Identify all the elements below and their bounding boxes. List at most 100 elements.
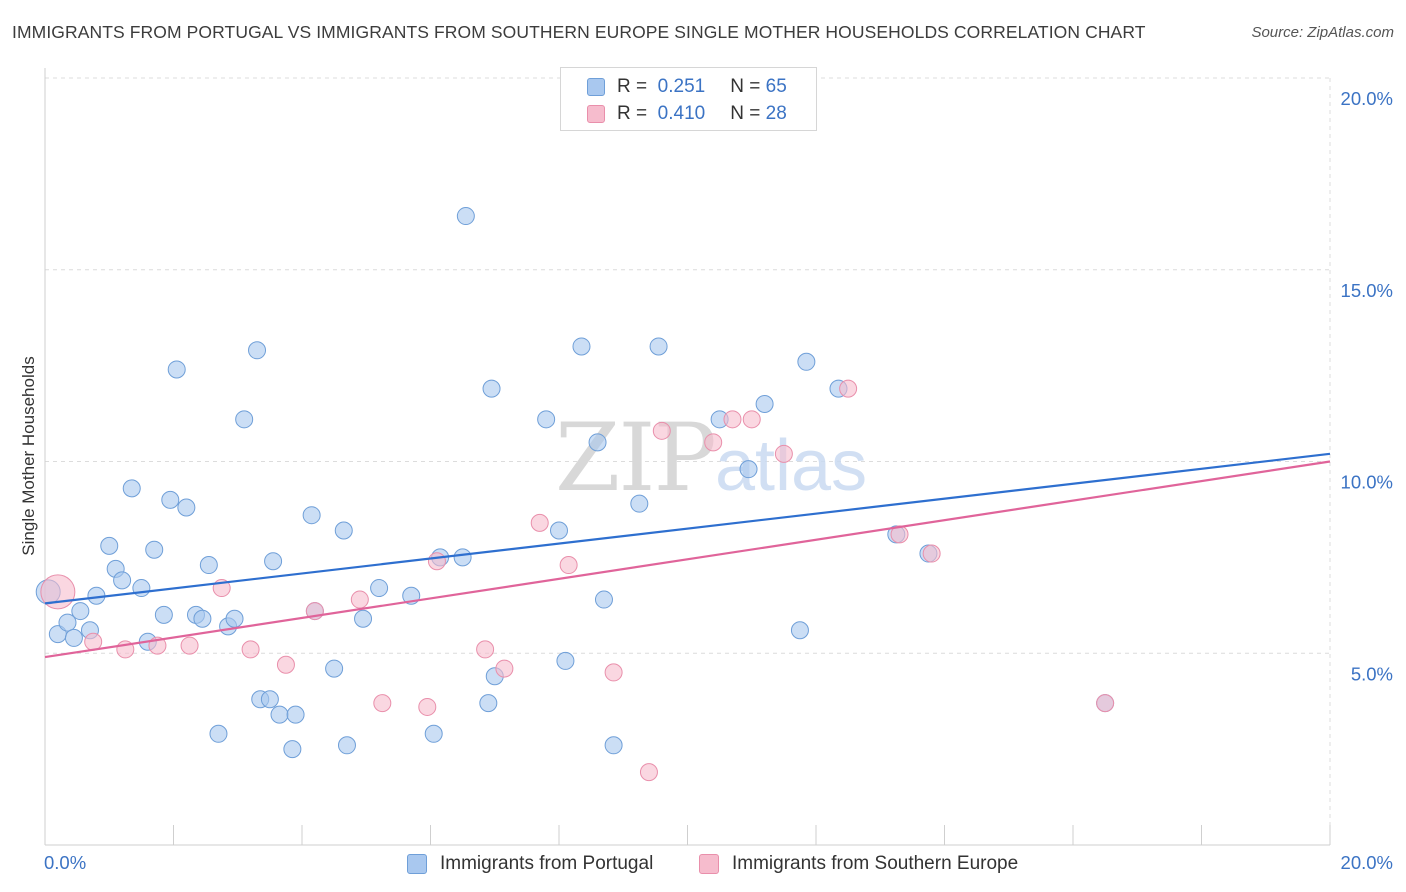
data-point-portugal bbox=[58, 613, 77, 632]
data-point-portugal bbox=[354, 609, 373, 628]
legend-r-label: R = bbox=[617, 76, 648, 97]
bottom-legend-swatch-southern-europe bbox=[699, 854, 719, 874]
bottom-legend-portugal: Immigrants from Portugal bbox=[407, 851, 653, 877]
chart-source: Source: ZipAtlas.com bbox=[1251, 24, 1394, 41]
y-tick-label: 5.0% bbox=[1351, 663, 1393, 684]
data-point-southern-europe bbox=[180, 636, 199, 655]
legend-row-southern-europe: R = 0.410 N = 28 bbox=[587, 102, 787, 126]
data-point-southern-europe bbox=[373, 694, 392, 713]
data-point-portugal bbox=[122, 479, 141, 498]
data-point-portugal bbox=[260, 690, 279, 709]
chart-title: IMMIGRANTS FROM PORTUGAL VS IMMIGRANTS F… bbox=[12, 22, 1146, 42]
bottom-legend-swatch-portugal bbox=[407, 854, 427, 874]
y-tick-label: 10.0% bbox=[1341, 472, 1393, 493]
data-point-portugal bbox=[790, 621, 809, 640]
data-point-portugal bbox=[370, 579, 389, 598]
data-point-portugal bbox=[337, 736, 356, 755]
axes bbox=[44, 68, 1331, 846]
data-point-portugal bbox=[177, 498, 196, 517]
data-point-southern-europe bbox=[559, 556, 578, 575]
data-point-portugal bbox=[209, 724, 228, 743]
data-point-portugal bbox=[167, 360, 186, 379]
data-point-portugal bbox=[270, 705, 289, 724]
data-point-portugal bbox=[113, 571, 132, 590]
data-point-portugal bbox=[100, 536, 119, 555]
data-point-portugal bbox=[630, 494, 649, 513]
data-point-portugal bbox=[64, 628, 83, 647]
data-point-southern-europe bbox=[723, 410, 742, 429]
x-tick-label: 0.0% bbox=[44, 852, 86, 873]
watermark-zip: ZIP bbox=[555, 404, 715, 513]
legend-r-label: R = bbox=[617, 103, 648, 124]
data-point-portugal bbox=[424, 724, 443, 743]
legend-r-value: 0.251 bbox=[657, 76, 706, 97]
data-point-portugal bbox=[588, 433, 607, 452]
data-point-southern-europe bbox=[839, 379, 858, 398]
data-point-southern-europe bbox=[530, 513, 549, 532]
legend: R = 0.251 N = 65 R = 0.410 N = 28 bbox=[560, 67, 817, 131]
bottom-legend-label-southern-europe: Immigrants from Southern Europe bbox=[732, 853, 1019, 874]
data-point-portugal bbox=[286, 705, 305, 724]
legend-swatch-portugal bbox=[587, 78, 605, 96]
legend-n-label: N = bbox=[730, 76, 761, 97]
x-tick-label: 20.0% bbox=[1341, 852, 1393, 873]
data-point-portugal bbox=[556, 651, 575, 670]
series-southern-europe-points bbox=[40, 379, 1115, 782]
data-point-southern-europe bbox=[652, 421, 671, 440]
data-point-portugal bbox=[537, 410, 556, 429]
data-point-portugal bbox=[572, 337, 591, 356]
data-point-southern-europe bbox=[495, 659, 514, 678]
data-point-portugal bbox=[479, 694, 498, 713]
data-point-southern-europe bbox=[276, 655, 295, 674]
legend-n-label: N = bbox=[730, 103, 761, 124]
data-point-portugal bbox=[550, 521, 568, 540]
data-point-portugal bbox=[604, 736, 623, 755]
trend-line-southern-europe bbox=[44, 460, 1331, 659]
y-tick-label: 15.0% bbox=[1341, 280, 1393, 301]
data-point-portugal bbox=[199, 556, 218, 575]
legend-n-value: 28 bbox=[765, 103, 787, 124]
data-point-portugal bbox=[302, 506, 321, 525]
data-point-portugal bbox=[453, 548, 472, 567]
data-point-portugal bbox=[755, 394, 774, 413]
data-point-portugal bbox=[132, 579, 151, 598]
data-point-portugal bbox=[225, 609, 244, 628]
legend-row-portugal: R = 0.251 N = 65 bbox=[587, 75, 787, 99]
legend-r-value: 0.410 bbox=[657, 103, 706, 124]
data-point-portugal bbox=[235, 410, 254, 429]
data-point-portugal bbox=[283, 740, 302, 759]
trend-line-portugal bbox=[44, 452, 1331, 605]
data-point-portugal bbox=[325, 659, 344, 678]
data-point-portugal bbox=[248, 341, 267, 360]
data-point-southern-europe bbox=[241, 640, 260, 659]
data-point-portugal bbox=[797, 352, 816, 371]
data-point-portugal bbox=[145, 540, 164, 559]
data-point-southern-europe bbox=[774, 444, 793, 463]
data-point-portugal bbox=[193, 609, 212, 628]
data-point-portugal bbox=[739, 460, 758, 479]
data-point-portugal bbox=[264, 552, 283, 571]
y-axis-label: Single Mother Households bbox=[19, 356, 38, 556]
y-tick-label: 20.0% bbox=[1341, 88, 1393, 109]
tick-labels: 5.0% 10.0% 15.0% 20.0% 0.0% 20.0% bbox=[44, 88, 1393, 873]
bottom-legend-southern-europe: Immigrants from Southern Europe bbox=[699, 851, 1018, 877]
data-point-southern-europe bbox=[476, 640, 495, 659]
data-point-portugal bbox=[594, 590, 613, 609]
data-point-southern-europe bbox=[1096, 694, 1115, 713]
data-point-southern-europe bbox=[742, 410, 761, 429]
data-point-southern-europe bbox=[922, 544, 941, 563]
data-point-portugal bbox=[161, 490, 180, 509]
watermark-atlas: atlas bbox=[715, 426, 867, 506]
data-point-portugal bbox=[482, 379, 501, 398]
trend-lines bbox=[44, 452, 1331, 659]
data-point-portugal bbox=[649, 337, 668, 356]
data-point-southern-europe bbox=[604, 663, 623, 682]
data-point-southern-europe bbox=[84, 632, 103, 651]
legend-swatch-southern-europe bbox=[587, 105, 605, 123]
data-point-southern-europe bbox=[704, 433, 723, 452]
bottom-legend-label-portugal: Immigrants from Portugal bbox=[440, 853, 654, 874]
data-point-southern-europe bbox=[427, 552, 446, 571]
data-point-southern-europe bbox=[890, 525, 909, 544]
legend-n-value: 65 bbox=[765, 76, 787, 97]
